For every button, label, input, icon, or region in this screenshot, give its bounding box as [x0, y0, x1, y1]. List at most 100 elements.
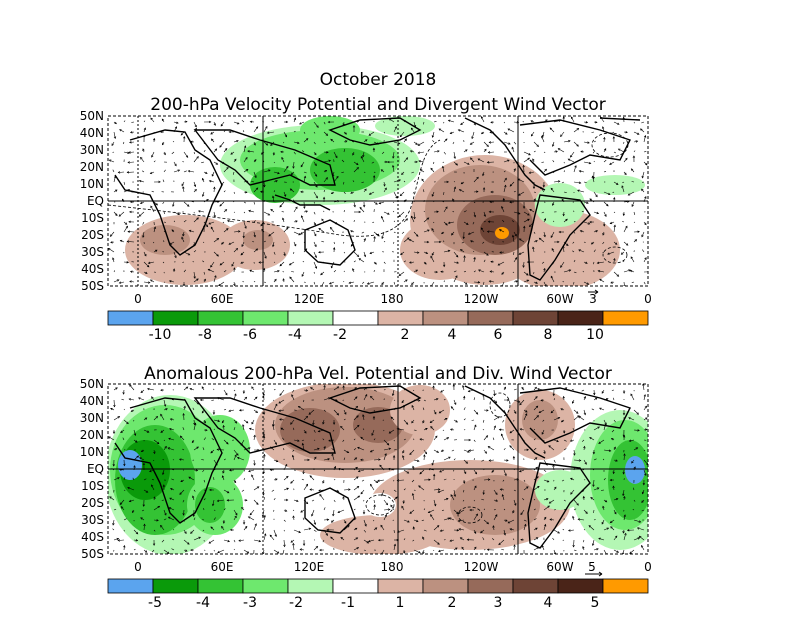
wind-vector-arrow	[437, 489, 445, 493]
wind-vector-arrow	[219, 201, 225, 207]
wind-vector-arrowhead	[395, 496, 398, 499]
wind-vector-arrow	[183, 151, 189, 158]
wind-vector-arrow	[513, 141, 517, 145]
wind-vector-arrow	[370, 484, 375, 491]
wind-vector-arrowhead	[638, 535, 642, 539]
wind-vector-arrowhead	[462, 236, 465, 240]
wind-vector-arrow	[118, 539, 125, 541]
wind-vector-arrowhead	[253, 159, 257, 162]
wind-vector-arrowhead	[119, 129, 122, 132]
wind-vector-arrow	[563, 191, 567, 193]
wind-vector-arrow	[523, 157, 530, 163]
wind-vector-arrow	[507, 128, 515, 133]
wind-vector-arrowhead	[642, 384, 645, 386]
colorbar-label: -4	[196, 595, 210, 611]
wind-vector-arrowhead	[603, 136, 606, 140]
wind-vector-arrow	[337, 509, 345, 513]
wind-vector-arrowhead	[318, 489, 321, 492]
colorbar-label: 10	[586, 327, 604, 343]
wind-vector-arrow	[507, 519, 515, 524]
wind-vector-arrowhead	[188, 476, 191, 479]
wind-vector-arrowhead	[150, 117, 153, 120]
wind-vector-arrowhead	[636, 527, 640, 530]
wind-vector-arrow	[413, 438, 415, 441]
wind-vector-arrowhead	[163, 404, 167, 407]
wind-vector-arrow	[253, 171, 257, 178]
wind-vector-arrow	[453, 151, 456, 159]
wind-vector-arrowhead	[507, 398, 510, 402]
wind-vector-arrowhead	[364, 188, 367, 192]
wind-vector-arrow	[213, 187, 215, 193]
wind-vector-arrowhead	[535, 396, 538, 399]
wind-vector-arrowhead	[297, 405, 301, 409]
wind-vector-arrowhead	[417, 143, 421, 146]
wind-vector-arrow	[549, 519, 555, 521]
wind-vector-arrow	[618, 148, 625, 153]
wind-vector-arrowhead	[622, 116, 625, 120]
wind-vector-arrow	[353, 201, 356, 207]
wind-vector-arrow	[463, 449, 470, 453]
wind-vector-arrowhead	[455, 547, 458, 550]
wind-vector-arrow	[142, 221, 145, 225]
wind-vector-arrowhead	[588, 525, 592, 528]
wind-vector-arrowhead	[234, 515, 237, 518]
colorbar-label: 1	[396, 595, 405, 611]
wind-vector-arrow	[160, 525, 165, 531]
wind-vector-arrowhead	[615, 182, 619, 185]
wind-vector-arrow	[463, 429, 466, 431]
wind-vector-arrow	[301, 478, 305, 481]
colorbar-swatch	[197, 578, 244, 594]
wind-vector-arrow	[333, 386, 339, 391]
wind-vector-arrow	[133, 429, 136, 436]
wind-vector-arrow	[392, 210, 395, 213]
wind-vector-arrowhead	[431, 253, 434, 256]
wind-vector-arrowhead	[196, 446, 199, 449]
wind-vector-arrow	[291, 271, 295, 273]
wind-vector-arrowhead	[523, 555, 525, 557]
wind-vector-arrowhead	[114, 189, 118, 192]
wind-vector-arrowhead	[136, 455, 140, 458]
wind-vector-arrow	[222, 161, 225, 164]
wind-vector-arrowhead	[217, 550, 220, 554]
wind-vector-arrow	[403, 157, 408, 163]
colorbar-swatch	[422, 310, 469, 326]
wind-vector-arrow	[302, 517, 305, 521]
wind-vector-arrowhead	[114, 448, 118, 451]
wind-vector-arrow	[393, 479, 395, 482]
wind-vector-arrowhead	[562, 395, 565, 399]
wind-vector-arrowhead	[158, 180, 161, 184]
wind-vector-arrow	[223, 458, 226, 461]
wind-vector-arrowhead	[604, 499, 608, 503]
wind-vector-arrow	[352, 180, 355, 183]
wind-vector-arrow	[519, 469, 525, 472]
wind-vector-arrowhead	[155, 203, 158, 206]
wind-vector-arrow	[443, 498, 449, 501]
wind-vector-arrowhead	[445, 206, 448, 209]
wind-vector-arrowhead	[453, 494, 457, 498]
wind-vector-arrow	[598, 270, 605, 273]
wind-vector-arrow	[143, 251, 147, 257]
wind-vector-arrowhead	[545, 119, 548, 122]
wind-vector-arrowhead	[560, 408, 563, 411]
wind-vector-arrow	[403, 438, 406, 441]
lat-tick: 40N	[80, 126, 104, 140]
wind-vector-arrow	[293, 529, 301, 533]
wind-vector-arrowhead	[536, 547, 540, 550]
wind-vector-arrowhead	[643, 394, 646, 397]
wind-vector-arrow	[313, 201, 316, 204]
wind-vector-arrowhead	[512, 510, 515, 514]
wind-vector-arrow	[459, 189, 465, 193]
wind-vector-arrowhead	[229, 528, 233, 532]
wind-vector-arrow	[411, 405, 415, 411]
wind-vector-arrow	[432, 140, 435, 143]
wind-vector-arrowhead	[217, 200, 220, 204]
wind-vector-arrow	[222, 221, 225, 224]
wind-vector-arrowhead	[582, 495, 586, 499]
wind-vector-arrowhead	[138, 180, 142, 183]
wind-vector-arrow	[213, 211, 216, 218]
wind-vector-arrowhead	[404, 138, 407, 141]
wind-vector-arrowhead	[117, 171, 121, 174]
wind-vector-arrow	[373, 519, 375, 522]
wind-vector-arrow	[453, 186, 456, 193]
wind-vector-arrowhead	[473, 531, 477, 534]
